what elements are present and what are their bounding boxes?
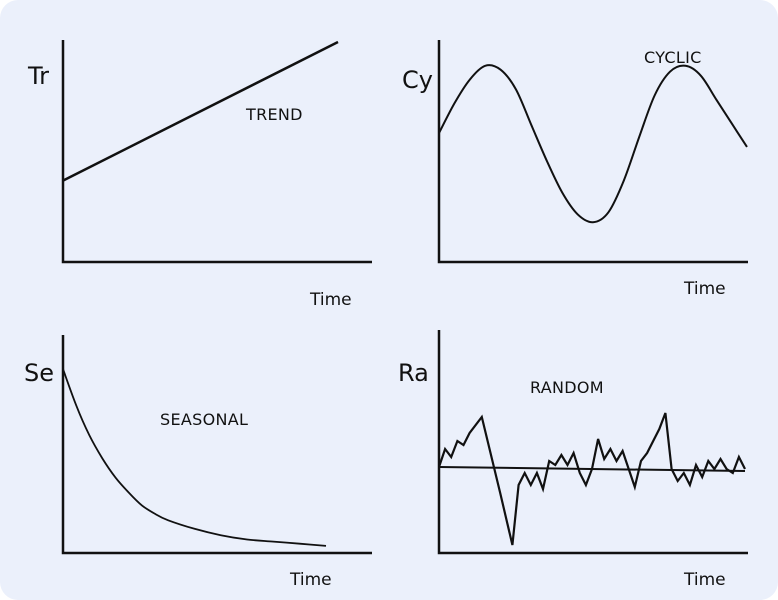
seasonal-x-label: Time — [289, 570, 332, 590]
cyclic-title: CYCLIC — [644, 48, 702, 67]
random-line — [437, 412, 746, 546]
random-title: RANDOM — [530, 378, 604, 397]
random-x-label: Time — [683, 570, 726, 590]
random-y-label: Ra — [398, 359, 429, 387]
random-mean-line — [438, 466, 746, 472]
seasonal-line — [62, 368, 327, 547]
cyclic-line — [438, 64, 748, 224]
random-axes — [437, 330, 748, 555]
trend-y-label: Tr — [27, 62, 49, 90]
trend-x-label: Time — [309, 290, 352, 310]
cyclic-x-label: Time — [683, 279, 726, 299]
trend-title: TREND — [245, 105, 303, 124]
seasonal-panel: Se SEASONAL Time — [24, 335, 372, 590]
trend-line — [62, 40, 339, 182]
seasonal-axes — [61, 335, 372, 555]
cyclic-y-label: Cy — [402, 66, 433, 94]
trend-axes — [61, 40, 372, 264]
seasonal-title: SEASONAL — [160, 410, 248, 429]
trend-panel: Tr TREND Time — [27, 40, 372, 310]
cyclic-axes — [437, 40, 748, 264]
cyclic-panel: Cy CYCLIC Time — [402, 40, 748, 299]
random-panel: Ra RANDOM Time — [398, 330, 748, 590]
seasonal-y-label: Se — [24, 359, 54, 387]
